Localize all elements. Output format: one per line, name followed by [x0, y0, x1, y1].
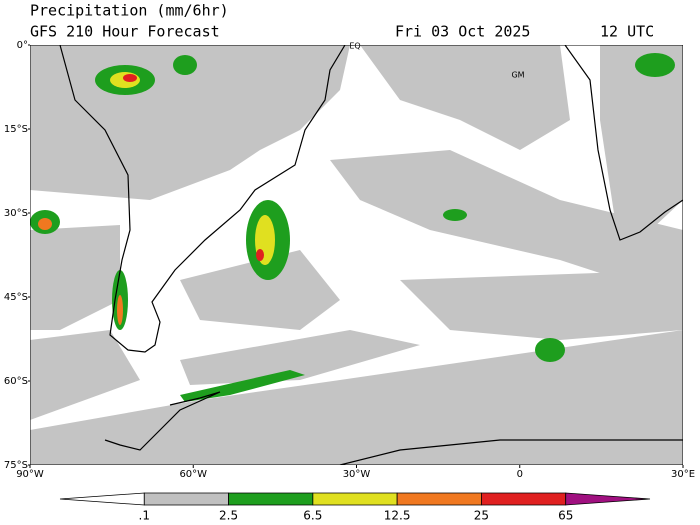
meridian-marker: GM	[511, 71, 524, 80]
model-label: GFS 210 Hour Forecast	[30, 23, 220, 41]
longitude-label: 0	[517, 469, 523, 480]
equator-marker: EQ	[349, 42, 360, 51]
legend-swatch	[59, 492, 145, 506]
legend-label: 25	[474, 509, 489, 523]
coastlines	[59, 45, 683, 465]
latitude-label: 75°S	[4, 460, 28, 471]
legend-swatch	[143, 492, 229, 506]
map-axes: 0° 15°S 30°S 45°S 60°S 75°S90°W 60°W 30°W 0 30°E	[4, 40, 695, 480]
legend-swatch	[481, 492, 567, 506]
light-precip-areas	[30, 45, 683, 465]
legend-swatch	[396, 492, 482, 506]
legend-label: 6.5	[303, 509, 322, 523]
latitude-label: 15°S	[4, 124, 28, 135]
legend-swatch	[312, 492, 398, 506]
legend-label: 65	[558, 509, 573, 523]
latitude-label: 45°S	[4, 292, 28, 303]
time-label: 12 UTC	[600, 23, 654, 41]
map-area: EQ GM	[30, 42, 683, 465]
latitude-label: 0°	[17, 40, 28, 51]
longitude-label: 30°E	[671, 469, 695, 480]
latitude-label: 60°S	[4, 376, 28, 387]
latitude-label: 30°S	[4, 208, 28, 219]
date-label: Fri 03 Oct 2025	[395, 23, 530, 41]
legend-swatch	[228, 492, 314, 506]
legend-label: 12.5	[384, 509, 411, 523]
color-legend: .1 2.5 6.5 12.5 25 65	[59, 492, 651, 523]
longitude-label: 90°W	[16, 469, 44, 480]
legend-swatch	[565, 492, 651, 506]
longitude-label: 30°W	[343, 469, 371, 480]
longitude-label: 60°W	[179, 469, 207, 480]
legend-label: 2.5	[219, 509, 238, 523]
moderate-precip-areas	[30, 53, 675, 402]
map-title: Precipitation (mm/6hr)	[30, 2, 229, 20]
legend-label: .1	[139, 509, 150, 523]
